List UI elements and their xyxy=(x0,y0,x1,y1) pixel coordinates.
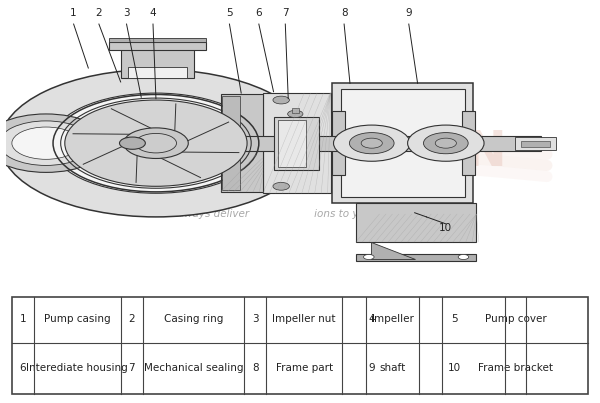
Circle shape xyxy=(364,254,374,260)
Circle shape xyxy=(273,183,289,190)
Text: 6: 6 xyxy=(20,364,26,374)
Text: 3: 3 xyxy=(123,8,130,18)
Circle shape xyxy=(0,114,108,172)
Text: Impeller nut: Impeller nut xyxy=(272,314,336,324)
Bar xyxy=(278,120,306,167)
Bar xyxy=(332,83,473,203)
Text: 8: 8 xyxy=(252,364,259,374)
Text: shaft: shaft xyxy=(379,364,406,374)
Text: Pump casing: Pump casing xyxy=(44,314,110,324)
Text: 9: 9 xyxy=(368,364,375,374)
Text: 1: 1 xyxy=(20,314,26,324)
Circle shape xyxy=(273,96,289,104)
Text: impeller: impeller xyxy=(371,314,414,324)
Text: O: O xyxy=(296,127,339,176)
Text: 8: 8 xyxy=(341,8,347,18)
Bar xyxy=(332,111,345,175)
Circle shape xyxy=(0,121,93,165)
Text: E: E xyxy=(412,127,446,176)
Bar xyxy=(109,38,206,42)
Circle shape xyxy=(407,125,484,161)
Text: T: T xyxy=(189,127,223,176)
Text: 5: 5 xyxy=(226,8,233,18)
Bar xyxy=(515,137,556,150)
Bar xyxy=(274,117,319,170)
Text: R: R xyxy=(354,127,393,176)
Circle shape xyxy=(424,133,468,154)
Circle shape xyxy=(12,127,80,159)
Circle shape xyxy=(458,254,469,260)
Circle shape xyxy=(124,128,188,158)
Circle shape xyxy=(435,138,457,148)
Text: 10: 10 xyxy=(448,364,461,374)
Text: 1: 1 xyxy=(70,8,77,18)
Text: 4: 4 xyxy=(368,314,375,324)
Text: 7: 7 xyxy=(128,364,135,374)
Polygon shape xyxy=(371,242,415,259)
Text: 10: 10 xyxy=(439,223,452,233)
Circle shape xyxy=(136,133,176,153)
Text: 2: 2 xyxy=(128,314,135,324)
Text: Casing ring: Casing ring xyxy=(164,314,223,324)
Text: 7: 7 xyxy=(282,8,289,18)
Text: 4: 4 xyxy=(149,8,157,18)
Bar xyxy=(147,136,541,151)
Bar xyxy=(341,89,464,197)
Bar xyxy=(462,111,475,175)
Circle shape xyxy=(0,69,312,217)
Bar xyxy=(356,203,476,242)
Circle shape xyxy=(119,137,145,149)
Bar xyxy=(263,93,331,193)
Text: 3: 3 xyxy=(252,314,259,324)
Text: Pump cover: Pump cover xyxy=(485,314,547,324)
Bar xyxy=(292,108,299,113)
Bar xyxy=(109,42,206,50)
Text: 2: 2 xyxy=(95,8,102,18)
Text: Interediate housing: Interediate housing xyxy=(26,364,128,374)
Bar xyxy=(128,66,187,78)
Bar xyxy=(221,94,263,192)
Text: Mechanical sealing: Mechanical sealing xyxy=(144,364,244,374)
Text: 6: 6 xyxy=(256,8,262,18)
Circle shape xyxy=(50,93,262,193)
Bar xyxy=(223,96,240,191)
Circle shape xyxy=(287,110,303,118)
Circle shape xyxy=(334,125,410,161)
Text: Frame bracket: Frame bracket xyxy=(478,364,553,374)
Circle shape xyxy=(349,133,394,154)
Circle shape xyxy=(65,100,247,186)
Text: U: U xyxy=(241,127,282,176)
Text: 5: 5 xyxy=(451,314,458,324)
Text: Frame part: Frame part xyxy=(275,364,332,374)
Text: 9: 9 xyxy=(406,8,412,18)
Text: N: N xyxy=(464,127,506,176)
Circle shape xyxy=(361,138,382,148)
Text: Always deliver                    ions to your business: Always deliver ions to your business xyxy=(175,209,425,219)
Bar xyxy=(121,47,194,78)
Bar xyxy=(521,141,550,147)
Bar xyxy=(356,253,476,261)
